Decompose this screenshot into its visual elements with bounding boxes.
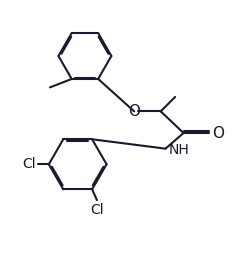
Text: NH: NH <box>169 143 189 157</box>
Text: Cl: Cl <box>22 157 36 171</box>
Text: Cl: Cl <box>90 202 104 216</box>
Text: O: O <box>212 125 224 140</box>
Text: O: O <box>128 104 140 119</box>
